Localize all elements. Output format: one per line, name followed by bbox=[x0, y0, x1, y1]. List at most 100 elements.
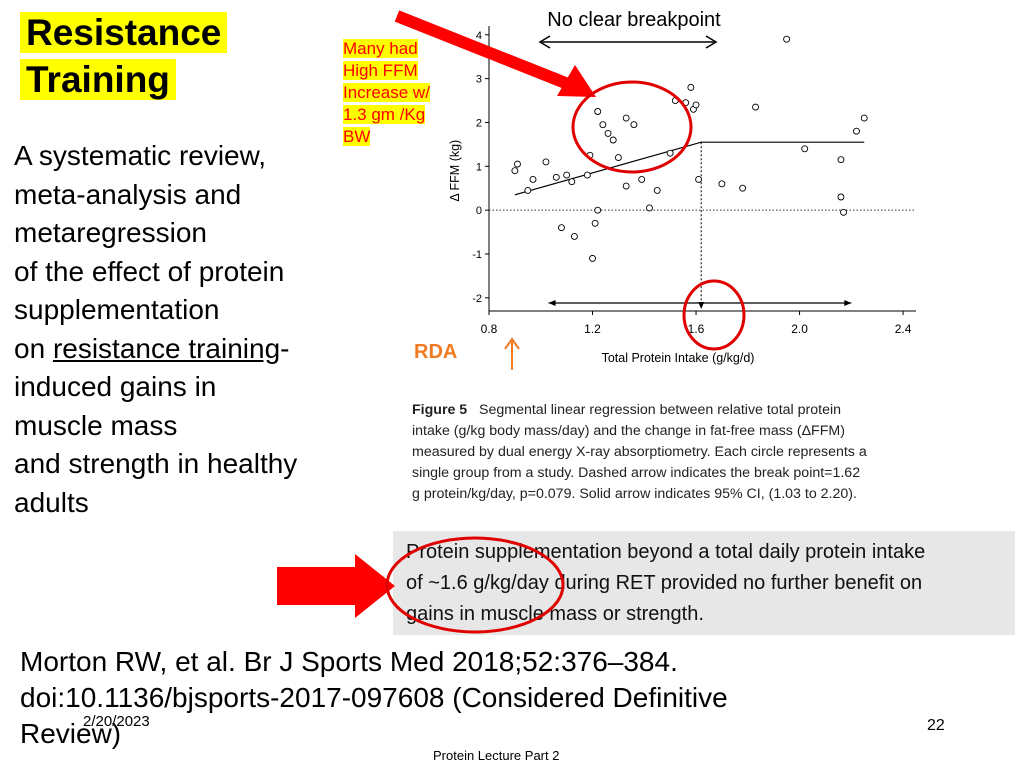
breakpoint-arrowhead bbox=[698, 302, 705, 309]
data-point bbox=[653, 186, 661, 194]
data-point bbox=[599, 121, 607, 129]
slide-footer: Protein Lecture Part 2 bbox=[433, 748, 560, 763]
annotation-note: Many had High FFM Increase w/ 1.3 gm /Kg… bbox=[343, 38, 430, 148]
x-tick-label: 1.6 bbox=[688, 322, 705, 336]
breakpoint-highlight-circle bbox=[682, 279, 746, 351]
data-point bbox=[853, 127, 860, 135]
note-line-5: BW bbox=[343, 127, 371, 146]
body-line: induced gains in bbox=[14, 371, 217, 402]
breakpoint-label: No clear breakpoint bbox=[547, 9, 721, 31]
data-point bbox=[622, 114, 630, 122]
caption-label: Figure 5 bbox=[412, 402, 468, 418]
quote-line: gains in muscle mass or strength. bbox=[406, 603, 704, 625]
citation-line: Morton RW, et al. Br J Sports Med 2018;5… bbox=[20, 646, 678, 677]
body-line: meta-analysis and bbox=[14, 178, 242, 210]
data-point bbox=[568, 178, 576, 186]
data-point bbox=[594, 108, 602, 115]
body-line: muscle mass bbox=[14, 409, 178, 441]
data-point bbox=[591, 219, 599, 227]
note-line-3: Increase w/ bbox=[343, 83, 430, 102]
rda-arrow-icon bbox=[504, 337, 520, 370]
title-line-2: Training bbox=[20, 59, 176, 100]
body-line: of the effect of protein bbox=[14, 255, 285, 287]
y-tick-label: 4 bbox=[476, 30, 482, 42]
data-point bbox=[860, 114, 868, 122]
citation-line: doi:10.1136/bjsports-2017-097608 (Consid… bbox=[20, 682, 728, 713]
data-point bbox=[837, 193, 845, 201]
x-tick-label: 0.8 bbox=[481, 322, 498, 336]
data-point bbox=[558, 224, 565, 232]
body-line: metaregression bbox=[14, 217, 207, 248]
caption-line: intake (g/kg body mass/day) and the chan… bbox=[412, 423, 845, 439]
data-point bbox=[529, 176, 537, 183]
red-block-arrow-icon bbox=[277, 554, 395, 618]
caption-line: single group from a study. Dashed arrow … bbox=[412, 465, 861, 481]
data-point bbox=[570, 233, 578, 240]
slide-body: A systematic review, meta-analysis and m… bbox=[14, 137, 297, 522]
body-line: A systematic review, bbox=[14, 140, 267, 171]
rda-label: RDA bbox=[414, 341, 457, 363]
red-pointer-arrow bbox=[394, 10, 596, 97]
ci-arrowhead-right bbox=[844, 300, 852, 306]
ffm-scatter-chart: -2 -1 0 1 2 3 4 0.8 1.2 1.6 2.0 2.4 Total Protein In… bbox=[394, 9, 916, 370]
x-tick-label: 1.2 bbox=[584, 322, 601, 336]
body-line: and strength in healthy bbox=[14, 448, 298, 479]
data-point bbox=[524, 186, 532, 194]
data-point bbox=[837, 156, 845, 164]
note-line-1: Many had bbox=[343, 39, 418, 58]
body-line: adults bbox=[14, 486, 89, 518]
page-number: 22 bbox=[927, 717, 945, 734]
data-point bbox=[692, 101, 700, 109]
x-tick-label: 2.0 bbox=[791, 322, 808, 336]
title-line-1: Resistance bbox=[20, 12, 228, 53]
body-line: on resistance training- bbox=[14, 332, 290, 364]
y-tick-label: 2 bbox=[476, 117, 482, 129]
data-point bbox=[589, 254, 596, 262]
quote-highlight-circle bbox=[385, 536, 565, 634]
caption-line: g protein/kg/day, p=0.079. Solid arrow i… bbox=[412, 486, 857, 502]
data-point bbox=[739, 184, 747, 192]
citation: Morton RW, et al. Br J Sports Med 2018;5… bbox=[20, 644, 728, 752]
slide-date: 2/20/2023 bbox=[83, 713, 150, 730]
caption-line: measured by dual energy X-ray absorptiom… bbox=[412, 444, 867, 460]
data-point bbox=[563, 171, 571, 179]
breakpoint-double-arrow bbox=[538, 35, 718, 49]
y-tick-label: -2 bbox=[472, 293, 482, 305]
data-point bbox=[594, 206, 602, 214]
data-point bbox=[687, 83, 695, 91]
body-line: supplementation bbox=[14, 294, 220, 325]
y-tick-label: 0 bbox=[476, 205, 482, 217]
quote-annotations bbox=[277, 536, 565, 634]
citation-line: Review) bbox=[20, 718, 122, 749]
data-point bbox=[583, 171, 591, 179]
regression-line bbox=[514, 141, 865, 196]
data-point bbox=[645, 204, 653, 212]
note-line-4: 1.3 gm /Kg bbox=[343, 105, 426, 124]
data-point bbox=[622, 182, 630, 190]
quote-line: Protein supplementation beyond a total d… bbox=[406, 541, 926, 563]
data-point bbox=[801, 145, 809, 153]
data-point bbox=[638, 176, 646, 183]
data-point bbox=[614, 154, 622, 161]
data-point bbox=[840, 208, 847, 216]
caption-line: Segmental linear regression between rela… bbox=[479, 402, 842, 418]
figure-caption: Figure 5 Segmental linear regression bet… bbox=[412, 400, 867, 505]
data-point bbox=[718, 180, 726, 188]
data-point bbox=[666, 149, 674, 157]
x-axis-label: Total Protein Intake (g/kg/d) bbox=[602, 351, 755, 365]
x-tick-label: 2.4 bbox=[895, 322, 912, 336]
ci-arrowhead-left bbox=[548, 300, 556, 306]
data-point bbox=[630, 121, 638, 129]
quote-box: Protein supplementation beyond a total d… bbox=[393, 531, 1015, 635]
quote-line: of ~1.6 g/kg/day during RET provided no … bbox=[406, 572, 923, 594]
data-point bbox=[514, 160, 521, 168]
data-point bbox=[783, 35, 791, 43]
underlined-phrase: resistance training bbox=[52, 332, 281, 364]
data-point bbox=[752, 103, 760, 111]
data-point bbox=[695, 176, 703, 183]
data-point bbox=[604, 129, 612, 137]
data-point bbox=[609, 136, 617, 144]
cluster-highlight-circle bbox=[571, 80, 693, 174]
y-tick-label: 3 bbox=[476, 74, 482, 86]
data-point bbox=[552, 173, 560, 181]
